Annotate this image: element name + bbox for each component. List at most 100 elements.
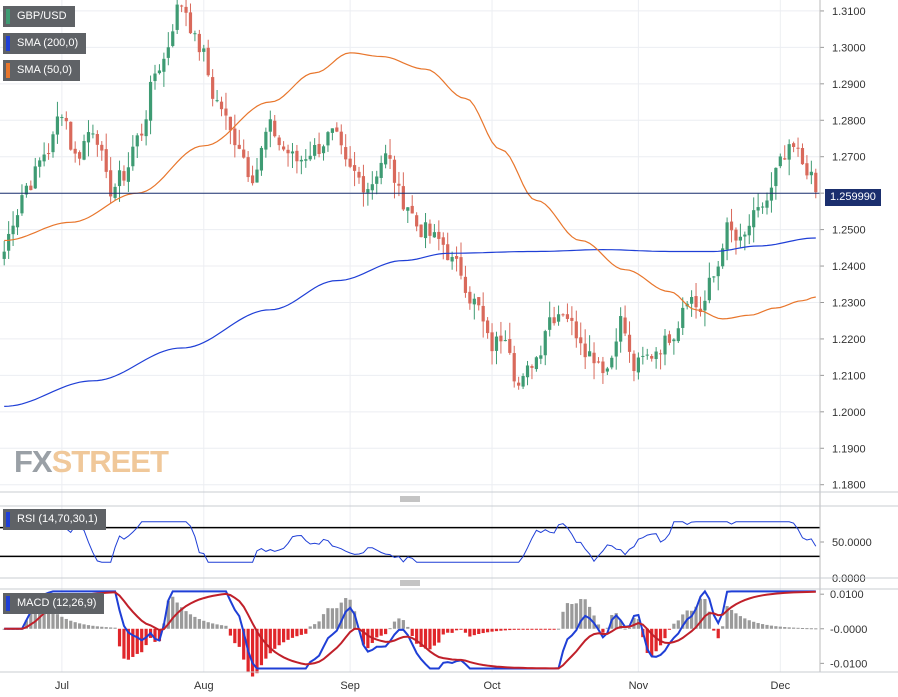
candle-body [800,148,805,165]
candle-body [73,148,77,154]
y-tick-label: 1.2400 [832,261,866,273]
candle-body [366,189,370,193]
candle-body [596,361,601,363]
candle-body [60,117,64,119]
candle-body [308,155,312,160]
macd-hist-bar [290,628,295,638]
candle-body [268,119,272,132]
macd-grid: 0.0100 -0.0000 -0.0100 [820,589,867,670]
candle-body [197,33,201,53]
candle-body [721,248,725,267]
candle-body [672,339,676,342]
macd-hist-bar [122,628,126,659]
macd-hist-bar [707,611,711,629]
macd-hist-bar [756,623,760,629]
candle-body [157,70,162,74]
y-tick-label: 1.2200 [832,334,866,346]
macd-hist-bar [494,628,499,632]
candle-body [508,339,512,353]
macd-hist-bar [800,627,805,629]
legend-macd[interactable]: MACD (12,26,9) [3,593,105,614]
macd-hist-bar [202,620,206,629]
candle-body [468,291,472,304]
candle-body [792,143,796,147]
macd-hist-bar [175,602,179,629]
macd-hist-bar [135,628,139,654]
candle-body [78,152,82,159]
candle-body [601,361,605,374]
candle-body [335,127,339,132]
candle-body [117,170,122,187]
macd-hist-bar [86,625,91,629]
legend-swatch [6,9,10,24]
candle-body [481,305,485,322]
candle-body [352,165,357,171]
macd-hist-bar [796,627,800,629]
macd-hist-bar [348,599,352,629]
candle-body [787,144,791,160]
candle-body [658,353,663,355]
macd-hist-bar [410,628,414,637]
macd-hist-bar [667,628,672,630]
legend-pair[interactable]: GBP/USD [3,6,75,27]
macd-hist-bar [725,606,729,629]
legend-sma50[interactable]: SMA (50,0) [3,60,81,81]
macd-signal-line [4,590,816,670]
rsi-panel [0,506,820,578]
candle-body [583,343,587,358]
candle-body [313,144,317,156]
logo-street: STREET [51,444,169,479]
candle-body [100,144,104,151]
macd-hist-bar [663,628,667,639]
candle-body [95,134,99,145]
macd-hist-bar [574,603,578,629]
macd-hist-bar [650,628,654,656]
macd-hist-bar [503,628,507,631]
legend-rsi[interactable]: RSI (14,70,30,1) [3,509,106,530]
candle-body [339,131,343,146]
candle-body [725,222,729,250]
candle-body [242,149,246,158]
macd-hist-bar [760,624,765,629]
macd-hist-bar [561,611,565,629]
candle-body [29,185,33,191]
candle-body [747,225,751,236]
candle-body [286,149,290,154]
macd-hist-bar [437,628,441,643]
macd-hist-bar [392,621,397,629]
macd-hist-bar [273,628,277,649]
candle-body [814,172,818,193]
macd-hist-bar [286,628,290,640]
macd-hist-bar [64,618,68,629]
candle-body [82,141,86,160]
candle-body [375,176,379,184]
legend-sma200[interactable]: SMA (200,0) [3,33,87,54]
candle-body [122,171,126,181]
price-panel [0,0,820,492]
y-tick-label: 1.2300 [832,297,866,309]
candle-body [126,167,130,182]
candle-body [246,157,250,178]
macd-hist-bar [565,603,570,629]
candle-body [707,277,711,301]
candle-body [729,221,734,231]
candle-body [290,151,295,154]
macd-hist-bar [477,628,481,634]
candle-body [357,171,361,178]
macd-hist-bar [388,628,392,630]
candle-body [769,187,774,201]
candle-body [317,143,321,154]
candle-body [774,167,778,187]
candle-body [534,357,538,370]
macd-hist-bar [605,627,609,629]
macd-hist-bar [570,604,574,629]
macd-hist-bar [113,627,117,629]
macd-hist-bar [716,628,720,639]
legend-pair-label: GBP/USD [17,10,67,22]
macd-hist-bar [126,628,130,660]
macd-hist-bar [645,628,649,653]
y-tick-label: 1.1800 [832,480,866,492]
candle-body [632,353,636,372]
candle-body [432,232,436,238]
candle-body [321,146,326,154]
